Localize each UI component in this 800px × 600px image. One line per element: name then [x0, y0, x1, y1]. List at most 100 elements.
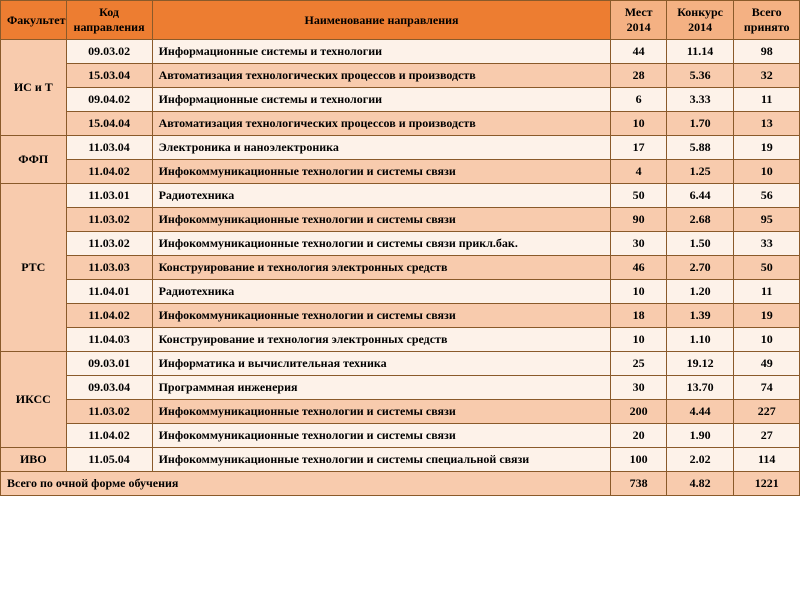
contest-cell: 1.70	[666, 112, 734, 136]
places-cell: 25	[611, 352, 666, 376]
table-row: 11.04.02Инфокоммуникационные технологии …	[1, 304, 800, 328]
contest-cell: 19.12	[666, 352, 734, 376]
contest-cell: 2.68	[666, 208, 734, 232]
accepted-cell: 227	[734, 400, 800, 424]
accepted-cell: 50	[734, 256, 800, 280]
accepted-cell: 13	[734, 112, 800, 136]
places-cell: 10	[611, 328, 666, 352]
accepted-cell: 114	[734, 448, 800, 472]
contest-cell: 1.39	[666, 304, 734, 328]
accepted-cell: 27	[734, 424, 800, 448]
contest-cell: 11.14	[666, 40, 734, 64]
accepted-cell: 19	[734, 304, 800, 328]
places-cell: 100	[611, 448, 666, 472]
contest-cell: 2.02	[666, 448, 734, 472]
name-cell: Конструирование и технология электронных…	[152, 256, 611, 280]
table-row: 15.03.04Автоматизация технологических пр…	[1, 64, 800, 88]
name-cell: Автоматизация технологических процессов …	[152, 64, 611, 88]
accepted-cell: 10	[734, 160, 800, 184]
table-row: ФФП11.03.04Электроника и наноэлектроника…	[1, 136, 800, 160]
name-cell: Инфокоммуникационные технологии и систем…	[152, 160, 611, 184]
table-row: 11.04.01Радиотехника101.2011	[1, 280, 800, 304]
contest-cell: 1.10	[666, 328, 734, 352]
accepted-cell: 74	[734, 376, 800, 400]
table-row: 11.03.02Инфокоммуникационные технологии …	[1, 232, 800, 256]
contest-cell: 6.44	[666, 184, 734, 208]
table-row: 11.03.02Инфокоммуникационные технологии …	[1, 400, 800, 424]
accepted-cell: 11	[734, 280, 800, 304]
contest-cell: 13.70	[666, 376, 734, 400]
faculty-cell: ИКСС	[1, 352, 67, 448]
accepted-cell: 11	[734, 88, 800, 112]
code-cell: 11.04.02	[66, 424, 152, 448]
accepted-cell: 98	[734, 40, 800, 64]
name-cell: Инфокоммуникационные технологии и систем…	[152, 304, 611, 328]
accepted-cell: 10	[734, 328, 800, 352]
contest-cell: 1.90	[666, 424, 734, 448]
code-cell: 11.04.02	[66, 304, 152, 328]
name-cell: Электроника и наноэлектроника	[152, 136, 611, 160]
header-places: Мест 2014	[611, 1, 666, 40]
total-label: Всего по очной форме обучения	[1, 472, 611, 496]
header-contest: Конкурс 2014	[666, 1, 734, 40]
name-cell: Радиотехника	[152, 184, 611, 208]
places-cell: 46	[611, 256, 666, 280]
accepted-cell: 33	[734, 232, 800, 256]
contest-cell: 2.70	[666, 256, 734, 280]
table-row: 09.04.02Информационные системы и техноло…	[1, 88, 800, 112]
places-cell: 4	[611, 160, 666, 184]
table-row: ИВО11.05.04Инфокоммуникационные технолог…	[1, 448, 800, 472]
table-body: ИС и Т09.03.02Информационные системы и т…	[1, 40, 800, 496]
places-cell: 90	[611, 208, 666, 232]
table-row: 11.04.02Инфокоммуникационные технологии …	[1, 160, 800, 184]
contest-cell: 5.36	[666, 64, 734, 88]
code-cell: 09.04.02	[66, 88, 152, 112]
contest-cell: 1.20	[666, 280, 734, 304]
code-cell: 11.04.02	[66, 160, 152, 184]
places-cell: 20	[611, 424, 666, 448]
places-cell: 44	[611, 40, 666, 64]
accepted-cell: 19	[734, 136, 800, 160]
code-cell: 09.03.02	[66, 40, 152, 64]
code-cell: 11.03.03	[66, 256, 152, 280]
name-cell: Информационные системы и технологии	[152, 88, 611, 112]
places-cell: 17	[611, 136, 666, 160]
name-cell: Информационные системы и технологии	[152, 40, 611, 64]
contest-cell: 1.50	[666, 232, 734, 256]
table-row: ИС и Т09.03.02Информационные системы и т…	[1, 40, 800, 64]
name-cell: Автоматизация технологических процессов …	[152, 112, 611, 136]
code-cell: 11.05.04	[66, 448, 152, 472]
faculty-cell: РТС	[1, 184, 67, 352]
total-row: Всего по очной форме обучения7384.821221	[1, 472, 800, 496]
table-row: 11.03.03Конструирование и технология эле…	[1, 256, 800, 280]
name-cell: Инфокоммуникационные технологии и систем…	[152, 400, 611, 424]
code-cell: 11.03.02	[66, 400, 152, 424]
name-cell: Инфокоммуникационные технологии и систем…	[152, 208, 611, 232]
name-cell: Инфокоммуникационные технологии и систем…	[152, 424, 611, 448]
name-cell: Инфокоммуникационные технологии и систем…	[152, 232, 611, 256]
table-row: 15.04.04Автоматизация технологических пр…	[1, 112, 800, 136]
name-cell: Информатика и вычислительная техника	[152, 352, 611, 376]
code-cell: 11.04.01	[66, 280, 152, 304]
places-cell: 50	[611, 184, 666, 208]
code-cell: 15.04.04	[66, 112, 152, 136]
table-row: 09.03.04Программная инженерия3013.7074	[1, 376, 800, 400]
places-cell: 28	[611, 64, 666, 88]
table-row: РТС11.03.01Радиотехника506.4456	[1, 184, 800, 208]
contest-cell: 5.88	[666, 136, 734, 160]
contest-cell: 3.33	[666, 88, 734, 112]
places-cell: 10	[611, 112, 666, 136]
name-cell: Радиотехника	[152, 280, 611, 304]
code-cell: 11.03.01	[66, 184, 152, 208]
places-cell: 6	[611, 88, 666, 112]
header-name: Наименование направления	[152, 1, 611, 40]
places-cell: 10	[611, 280, 666, 304]
admissions-table: Факультет Код направления Наименование н…	[0, 0, 800, 496]
accepted-cell: 49	[734, 352, 800, 376]
header-faculty: Факультет	[1, 1, 67, 40]
table-header: Факультет Код направления Наименование н…	[1, 1, 800, 40]
total-accepted: 1221	[734, 472, 800, 496]
faculty-cell: ФФП	[1, 136, 67, 184]
name-cell: Конструирование и технология электронных…	[152, 328, 611, 352]
code-cell: 11.03.04	[66, 136, 152, 160]
